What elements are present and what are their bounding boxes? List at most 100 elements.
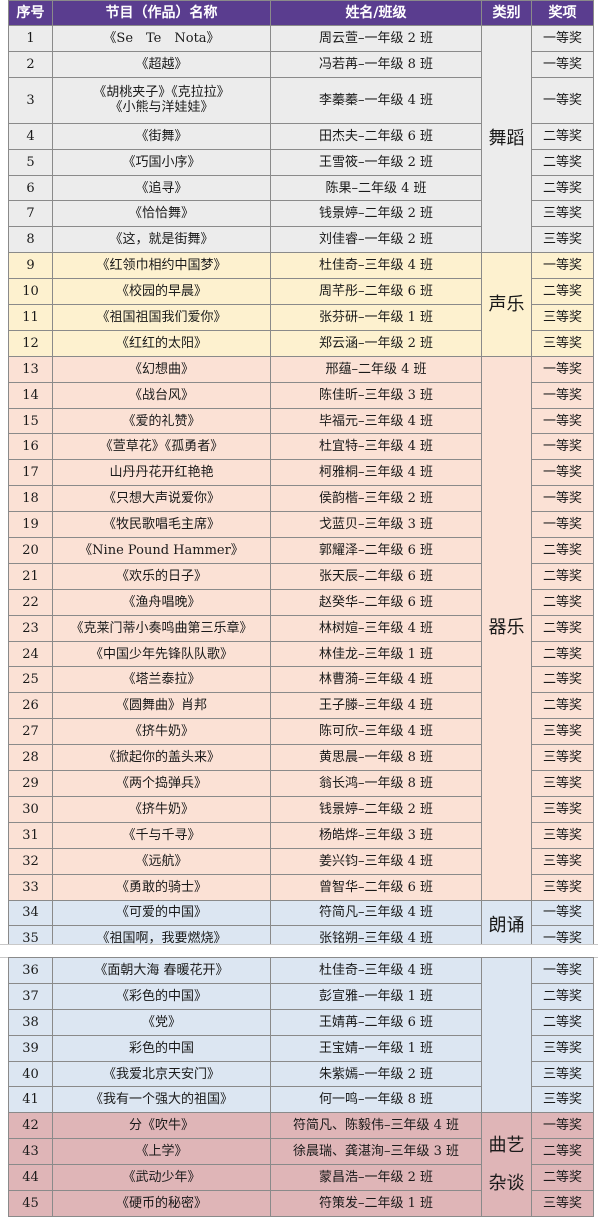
award-level: 三等奖 bbox=[531, 770, 594, 797]
award-level: 二等奖 bbox=[531, 174, 594, 202]
page-break-seam bbox=[0, 944, 598, 958]
program-title-line: 《祖国祖国我们爱你》 bbox=[96, 309, 227, 325]
program-title: 《胡桃夹子》《克拉拉》 《小熊与洋娃娃》 bbox=[52, 76, 271, 124]
row-number: 10 bbox=[8, 278, 53, 306]
award-level: 三等奖 bbox=[531, 795, 594, 823]
student-name-class: 彭宣雅–一年级 1 班 bbox=[270, 982, 482, 1010]
program-title-line: 《巧国小序》 bbox=[122, 154, 201, 170]
program-title-line: 《红红的太阳》 bbox=[115, 335, 207, 351]
student-name-class: 钱景婷–二年级 2 班 bbox=[270, 200, 482, 228]
program-title-line: 《中国少年先锋队队歌》 bbox=[89, 646, 233, 662]
row-number: 30 bbox=[8, 795, 53, 823]
program-title-line: 《塔兰泰拉》 bbox=[122, 672, 201, 688]
row-number: 8 bbox=[8, 226, 53, 254]
student-name-class: 蒙昌浩–一年级 2 班 bbox=[270, 1164, 482, 1192]
award-level: 三等奖 bbox=[531, 200, 594, 228]
program-title: 《挤牛奶》 bbox=[52, 718, 271, 746]
row-number: 28 bbox=[8, 744, 53, 772]
award-level: 一等奖 bbox=[531, 381, 594, 409]
program-title: 《Se Te Nota》 bbox=[52, 25, 271, 52]
program-title-line: 《挤牛奶》 bbox=[128, 724, 194, 740]
table-row: 24 《中国少年先锋队队歌》 林佳龙–三年级 1 班 二等奖 bbox=[8, 640, 594, 668]
student-name-class: 田杰夫–二年级 6 班 bbox=[270, 122, 482, 150]
program-title-line: 《祖国啊，我要燃烧》 bbox=[96, 931, 227, 947]
category-folk: 曲艺 杂谈 bbox=[481, 1112, 532, 1217]
table-row: 37 《彩色的中国》 彭宣雅–一年级 1 班 二等奖 bbox=[8, 982, 594, 1010]
program-title-line: 《上学》 bbox=[135, 1144, 188, 1160]
student-name-class: 张天辰–二年级 6 班 bbox=[270, 562, 482, 590]
award-level: 三等奖 bbox=[531, 1034, 594, 1062]
table-row: 17 山丹丹花开红艳艳 柯雅桐–三年级 4 班 一等奖 bbox=[8, 459, 594, 487]
student-name-class: 周云萱–一年级 2 班 bbox=[270, 25, 482, 52]
student-name-class: 陈果–二年级 4 班 bbox=[270, 174, 482, 202]
student-name-class: 姜兴钧–三年级 4 班 bbox=[270, 847, 482, 875]
table-row: 30 《挤牛奶》 钱景婷–二年级 2 班 三等奖 bbox=[8, 795, 594, 823]
header-title: 节目（作品）名称 bbox=[52, 0, 271, 26]
student-name-class: 何一鸣–一年级 8 班 bbox=[270, 1086, 482, 1114]
award-level: 三等奖 bbox=[531, 226, 594, 254]
table-row: 45 《硬币的秘密》 符策发–二年级 1 班 三等奖 bbox=[8, 1190, 594, 1217]
row-number: 17 bbox=[8, 459, 53, 487]
row-number: 2 bbox=[8, 50, 53, 78]
student-name-class: 赵癸华–二年级 6 班 bbox=[270, 588, 482, 616]
program-title: 《远航》 bbox=[52, 847, 271, 875]
row-number: 34 bbox=[8, 899, 53, 927]
row-number: 4 bbox=[8, 122, 53, 150]
program-title-line: 《渔舟唱晚》 bbox=[122, 594, 201, 610]
award-level: 二等奖 bbox=[531, 122, 594, 150]
student-name-class: 侯韵楷–三年级 2 班 bbox=[270, 485, 482, 513]
table-row: 32 《远航》 姜兴钧–三年级 4 班 三等奖 bbox=[8, 847, 594, 875]
header-category: 类别 bbox=[481, 0, 532, 26]
award-level: 二等奖 bbox=[531, 692, 594, 720]
program-title: 《两个捣弹兵》 bbox=[52, 770, 271, 797]
award-level: 三等奖 bbox=[531, 744, 594, 772]
row-number: 31 bbox=[8, 821, 53, 849]
program-title-line: 山丹丹花开红艳艳 bbox=[109, 465, 214, 481]
program-title-line: 《党》 bbox=[141, 1014, 181, 1030]
student-name-class: 林曹漪–三年级 4 班 bbox=[270, 666, 482, 694]
program-title: 《我有一个强大的祖国》 bbox=[52, 1086, 271, 1114]
award-level: 一等奖 bbox=[531, 25, 594, 52]
table-row: 10 《校园的早晨》 周芊彤–二年级 6 班 二等奖 bbox=[8, 278, 594, 306]
student-name-class: 毕福元–三年级 4 班 bbox=[270, 407, 482, 435]
row-number: 39 bbox=[8, 1034, 53, 1062]
table-row: 28 《掀起你的盖头来》 黄思晨–一年级 8 班 三等奖 bbox=[8, 744, 594, 772]
table-row: 13 《幻想曲》 邢蕴–二年级 4 班器乐 一等奖 bbox=[8, 355, 594, 901]
program-title-line: 《Nine Pound Hammer》 bbox=[79, 542, 244, 558]
award-table: 序号 节目（作品）名称 姓名/班级 类别 奖项 1 《Se Te Nota》 周云萱… bbox=[8, 0, 594, 953]
student-name-class: 邢蕴–二年级 4 班 bbox=[270, 355, 482, 383]
row-number: 27 bbox=[8, 718, 53, 746]
program-title-line: 《可爱的中国》 bbox=[115, 905, 207, 921]
table-row: 11 《祖国祖国我们爱你》 张芬研–一年级 1 班 三等奖 bbox=[8, 304, 594, 331]
program-title: 《勇敢的骑士》 bbox=[52, 873, 271, 901]
program-title-line: 《千与千寻》 bbox=[122, 827, 201, 843]
row-number: 9 bbox=[8, 252, 53, 280]
student-name-class: 柯雅桐–三年级 4 班 bbox=[270, 459, 482, 487]
award-level: 二等奖 bbox=[531, 278, 594, 306]
table-row: 20 《Nine Pound Hammer》 郭耀泽–二年级 6 班 二等奖 bbox=[8, 537, 594, 564]
program-title-line: 《追寻》 bbox=[135, 180, 188, 196]
program-title: 《红领巾相约中国梦》 bbox=[52, 252, 271, 280]
program-title: 《千与千寻》 bbox=[52, 821, 271, 849]
row-number: 40 bbox=[8, 1060, 53, 1088]
table-row: 33 《勇敢的骑士》 曾智华–二年级 6 班 三等奖 bbox=[8, 873, 594, 901]
program-title: 《硬币的秘密》 bbox=[52, 1190, 271, 1217]
program-title: 《上学》 bbox=[52, 1138, 271, 1166]
program-title: 《牧民歌唱毛主席》 bbox=[52, 511, 271, 539]
row-number: 16 bbox=[8, 433, 53, 461]
award-level: 三等奖 bbox=[531, 1086, 594, 1114]
program-title-line: 《面朝大海 春暖花开》 bbox=[94, 962, 229, 978]
row-number: 20 bbox=[8, 537, 53, 564]
table-row: 29 《两个捣弹兵》 翁长鸿–一年级 8 班 三等奖 bbox=[8, 770, 594, 797]
program-title: 分《吹牛》 bbox=[52, 1112, 271, 1140]
student-name-class: 王雪筱–一年级 2 班 bbox=[270, 148, 482, 176]
award-level: 三等奖 bbox=[531, 821, 594, 849]
row-number: 37 bbox=[8, 982, 53, 1010]
award-level: 一等奖 bbox=[531, 50, 594, 78]
table-row: 12 《红红的太阳》 郑云涵–一年级 2 班 三等奖 bbox=[8, 329, 594, 357]
table-row: 19 《牧民歌唱毛主席》 戈蓝贝–三年级 3 班 一等奖 bbox=[8, 511, 594, 539]
row-number: 7 bbox=[8, 200, 53, 228]
program-title: 《中国少年先锋队队歌》 bbox=[52, 640, 271, 668]
program-title: 山丹丹花开红艳艳 bbox=[52, 459, 271, 487]
row-number: 43 bbox=[8, 1138, 53, 1166]
